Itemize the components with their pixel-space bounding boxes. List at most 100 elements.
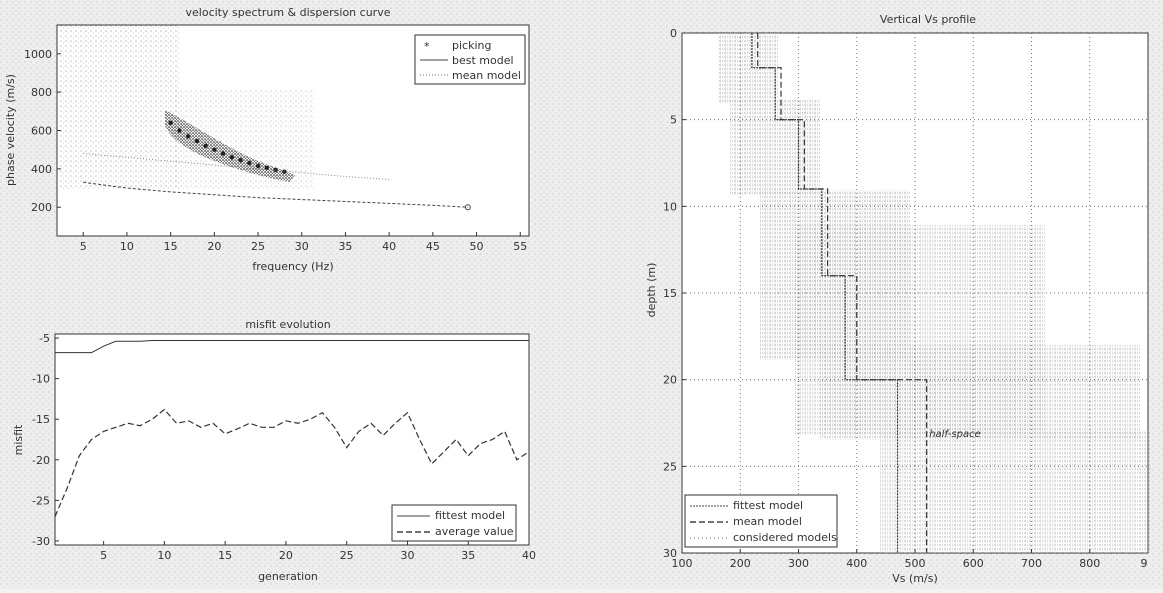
- y-tick-label: 400: [31, 163, 52, 176]
- x-tick-label: 55: [513, 240, 527, 253]
- y-tick-label: 600: [31, 125, 52, 138]
- picking-point: [212, 147, 217, 152]
- mean-model-profile-line: [757, 33, 928, 553]
- x-tick-label: 700: [1021, 557, 1042, 570]
- velocity-spectrum-ylabel: phase velocity (m/s): [4, 74, 17, 186]
- x-tick-label: 10: [120, 240, 134, 253]
- misfit-evolution-ylabel: misfit: [12, 424, 25, 455]
- velocity-spectrum-chart: velocity spectrum & dispersion curve 5 10…: [4, 6, 530, 273]
- legend-entry-mean-model-profile: mean model: [733, 515, 802, 528]
- picking-point: [177, 128, 182, 133]
- x-tick-label: 400: [846, 557, 867, 570]
- y-tick-label: 25: [663, 460, 677, 473]
- picking-point: [273, 167, 278, 173]
- x-tick-label: 5: [80, 240, 87, 253]
- velocity-spectrum-xlabel: frequency (Hz): [252, 260, 333, 273]
- x-tick-label: 100: [672, 557, 693, 570]
- half-space-annotation: half-space: [929, 429, 981, 440]
- energy-cloud-lowfreq: [60, 25, 180, 190]
- x-tick-label: 50: [470, 240, 484, 253]
- picking-point: [255, 163, 261, 169]
- y-tick-label: 10: [663, 200, 677, 213]
- velocity-spectrum-series: [83, 120, 471, 211]
- picking-point: [194, 138, 200, 144]
- picking-point: [168, 120, 173, 126]
- considered-models-layer-6: [880, 430, 1150, 553]
- picking-point: [264, 165, 269, 171]
- legend-entry-fittest-model-profile: fittest model: [733, 499, 803, 512]
- x-tick-label: 10: [157, 549, 171, 562]
- x-tick-label: 35: [338, 240, 352, 253]
- legend-entry-considered-models: considered models: [733, 531, 837, 544]
- y-tick-label: 15: [663, 287, 677, 300]
- picking-point: [238, 158, 243, 163]
- x-tick-label: 15: [218, 549, 232, 562]
- misfit-evolution-title: misfit evolution: [245, 318, 330, 331]
- misfit-evolution-legend-box: [391, 504, 517, 542]
- x-tick-label: 300: [788, 557, 809, 570]
- considered-models-layer-2: [730, 100, 820, 195]
- velocity-spectrum-axes: 5 10 15 20 25 30 35 40 45 50 55 200 400 600 800 1000: [24, 48, 527, 253]
- misfit-evolution-xlabel: generation: [258, 570, 318, 583]
- x-tick-label: 40: [382, 240, 396, 253]
- vs-profile-grid: [681, 32, 1148, 554]
- legend-entry-fittest-model: fittest model: [435, 509, 505, 522]
- vs-profile-xlabel: Vs (m/s): [892, 572, 938, 585]
- misfit-evolution-series: [54, 339, 530, 517]
- vs-profile-title: Vertical Vs profile: [880, 13, 976, 26]
- y-tick-label: -30: [32, 535, 50, 548]
- legend-swatch-picking: *: [424, 40, 430, 53]
- vs-profile-ylabel: depth (m): [645, 263, 658, 318]
- x-tick-label: 800: [1079, 557, 1100, 570]
- picking-point: [185, 134, 191, 139]
- y-tick-label: 1000: [24, 48, 52, 61]
- vs-profile-legend: fittest model mean model considered mode…: [684, 494, 838, 548]
- velocity-spectrum-legend: picking best model mean model *: [414, 34, 526, 85]
- misfit-evolution-axes: 5 10 15 20 25 30 35 40 -5 -10 -15 -20 -25 -30: [32, 332, 536, 562]
- legend-entry-best-model: best model: [452, 54, 514, 67]
- y-tick-label: 200: [31, 201, 52, 214]
- x-tick-label: 35: [461, 549, 475, 562]
- vs-profile-legend-box: [684, 494, 838, 548]
- y-tick-label: 5: [670, 114, 677, 127]
- x-tick-label: 45: [426, 240, 440, 253]
- x-tick-label: 15: [164, 240, 178, 253]
- vs-profile-considered-models: [718, 33, 1150, 553]
- picking-point: [220, 151, 226, 156]
- vs-profile-chart: Vertical Vs profile 100 200 300 400 500 600 70…: [645, 13, 1150, 585]
- best-model-end-marker: [464, 204, 471, 211]
- misfit-evolution-chart: misfit evolution 5 10 15 20 25 30 35 40 -5 -10 -15…: [12, 318, 536, 583]
- picking-point: [247, 160, 252, 166]
- x-tick-label: 500: [905, 557, 926, 570]
- x-tick-label: 600: [963, 557, 984, 570]
- y-tick-label: 30: [663, 547, 677, 560]
- considered-models-layer-1: [718, 33, 778, 103]
- legend-entry-average-value: average value: [435, 525, 514, 538]
- legend-entry-picking: picking: [452, 39, 491, 52]
- x-tick-label: 40: [522, 549, 536, 562]
- considered-models-layer-5: [820, 345, 1140, 440]
- y-tick-label: -5: [39, 332, 50, 345]
- y-tick-label: -25: [32, 494, 50, 507]
- x-tick-label: 30: [295, 240, 309, 253]
- x-tick-label: 20: [279, 549, 293, 562]
- legend-entry-mean-model: mean model: [452, 69, 521, 82]
- x-tick-label: 5: [100, 549, 107, 562]
- velocity-spectrum-title: velocity spectrum & dispersion curve: [186, 6, 391, 19]
- x-tick-label: 25: [340, 549, 354, 562]
- x-tick-label: 200: [730, 557, 751, 570]
- x-tick-label: 20: [207, 240, 221, 253]
- x-tick-label: 9: [1141, 557, 1148, 570]
- y-tick-label: 0: [670, 27, 677, 40]
- picking-point: [203, 143, 208, 149]
- vs-profile-series: [751, 33, 928, 553]
- energy-cloud-dense-core: [165, 110, 295, 182]
- fittest-model-line: [55, 339, 529, 354]
- mean-model-line: [83, 153, 390, 180]
- y-tick-label: -20: [32, 454, 50, 467]
- picking-point: [229, 155, 235, 160]
- velocity-spectrum-energy-cloud: [60, 25, 315, 190]
- x-tick-label: 30: [400, 549, 414, 562]
- picking-point: [282, 169, 287, 174]
